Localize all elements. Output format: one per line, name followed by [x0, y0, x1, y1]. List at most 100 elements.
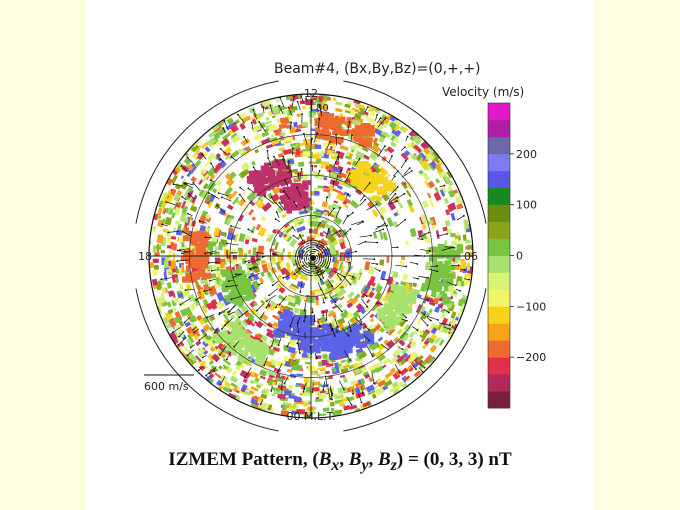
flow-vector-origin	[358, 157, 361, 160]
flow-vector-origin	[300, 95, 303, 97]
flow-vector-origin	[436, 265, 438, 267]
velocity-cell	[406, 199, 414, 207]
velocity-cell	[277, 256, 282, 263]
flow-vector-origin	[181, 230, 184, 233]
flow-vector-origin	[299, 291, 302, 293]
flow-vector-origin	[332, 180, 335, 183]
flow-vector-origin	[373, 382, 376, 385]
velocity-cell	[264, 120, 272, 125]
velocity-patch-cell	[366, 333, 375, 341]
velocity-patch-cell	[358, 160, 369, 167]
velocity-cell	[320, 371, 326, 375]
velocity-cell	[373, 121, 381, 130]
velocity-cell	[405, 189, 412, 198]
velocity-patch-cell	[397, 285, 406, 294]
flow-vector-origin	[267, 157, 269, 159]
flow-vector-origin	[230, 298, 233, 301]
velocity-cell	[240, 168, 250, 178]
velocity-cell	[282, 232, 291, 242]
velocity-cell	[261, 368, 270, 374]
flow-vector-origin	[404, 218, 407, 221]
velocity-cell	[454, 293, 458, 298]
flow-vector-origin	[421, 370, 424, 373]
velocity-cell	[381, 192, 390, 202]
velocity-patch-cell	[363, 128, 370, 133]
flow-vector-origin	[275, 211, 278, 214]
flow-vector-origin	[378, 269, 381, 272]
dial-arc	[135, 288, 279, 432]
velocity-cell	[255, 223, 262, 231]
velocity-cell	[391, 270, 395, 275]
velocity-cell	[307, 411, 316, 415]
flow-vector-origin	[427, 299, 429, 302]
flow-vector-origin	[340, 169, 343, 172]
velocity-cell	[152, 269, 158, 276]
velocity-cell	[205, 375, 211, 382]
flow-vector-origin	[222, 127, 225, 130]
velocity-cell	[152, 284, 158, 290]
velocity-cell	[245, 146, 251, 152]
flow-vector-origin	[216, 204, 218, 207]
flow-vector-origin	[259, 403, 262, 406]
velocity-cell	[347, 291, 355, 299]
colorbar-swatch	[488, 374, 510, 392]
velocity-cell	[373, 141, 380, 148]
flow-vector-origin	[248, 276, 251, 279]
velocity-cell	[445, 209, 450, 216]
flow-vector-origin	[213, 331, 216, 334]
flow-vector-origin	[186, 354, 189, 357]
velocity-cell	[291, 352, 296, 359]
velocity-cell	[371, 287, 376, 292]
velocity-colorbar	[487, 102, 511, 409]
flow-vector-origin	[443, 184, 446, 187]
flow-vector-origin	[360, 323, 363, 326]
flow-vector-origin	[227, 280, 230, 283]
flow-vector-origin	[328, 170, 331, 173]
velocity-cell	[278, 146, 285, 152]
velocity-cell	[356, 361, 364, 368]
velocity-cell	[368, 363, 378, 372]
velocity-cell	[274, 360, 285, 368]
flow-vector-origin	[350, 404, 353, 406]
velocity-patch-cell	[248, 170, 258, 179]
velocity-cell	[346, 161, 352, 166]
flow-vector-origin	[415, 368, 417, 371]
velocity-cell	[184, 321, 191, 328]
flow-vector-origin	[219, 148, 222, 150]
velocity-cell	[284, 136, 294, 143]
velocity-cell	[269, 248, 275, 253]
velocity-cell	[272, 321, 280, 329]
velocity-cell	[401, 255, 406, 261]
velocity-patch-cell	[183, 227, 190, 234]
velocity-patch-cell	[371, 197, 383, 201]
flow-vector-origin	[449, 324, 452, 327]
flow-vector-origin	[429, 319, 432, 322]
velocity-cell	[157, 207, 163, 216]
velocity-cell	[267, 262, 272, 271]
velocity-cell	[276, 205, 284, 214]
velocity-patch-cell	[329, 353, 337, 360]
velocity-patch-cell	[354, 138, 361, 142]
velocity-cell	[270, 133, 275, 138]
velocity-cell	[373, 150, 381, 156]
velocity-patch-cell	[197, 257, 207, 261]
mlt-label-00: 00 M.L.T.	[286, 410, 335, 423]
flow-vector-origin	[398, 371, 401, 374]
velocity-cell	[222, 358, 232, 366]
flow-vector-origin	[436, 270, 439, 273]
velocity-cell	[239, 122, 246, 130]
velocity-cell	[319, 232, 325, 238]
velocity-cell	[222, 151, 228, 156]
velocity-cell	[254, 381, 264, 387]
velocity-cell	[166, 268, 172, 273]
velocity-cell	[448, 286, 453, 293]
flow-vector-origin	[350, 330, 352, 332]
velocity-cell	[210, 316, 215, 321]
velocity-cell	[336, 287, 347, 298]
velocity-cell	[295, 176, 304, 180]
flow-vector-origin	[393, 175, 396, 178]
flow-vector-origin	[335, 134, 337, 136]
velocity-cell	[339, 296, 345, 301]
flow-vector-origin	[268, 163, 271, 166]
flow-vector-origin	[238, 316, 241, 319]
